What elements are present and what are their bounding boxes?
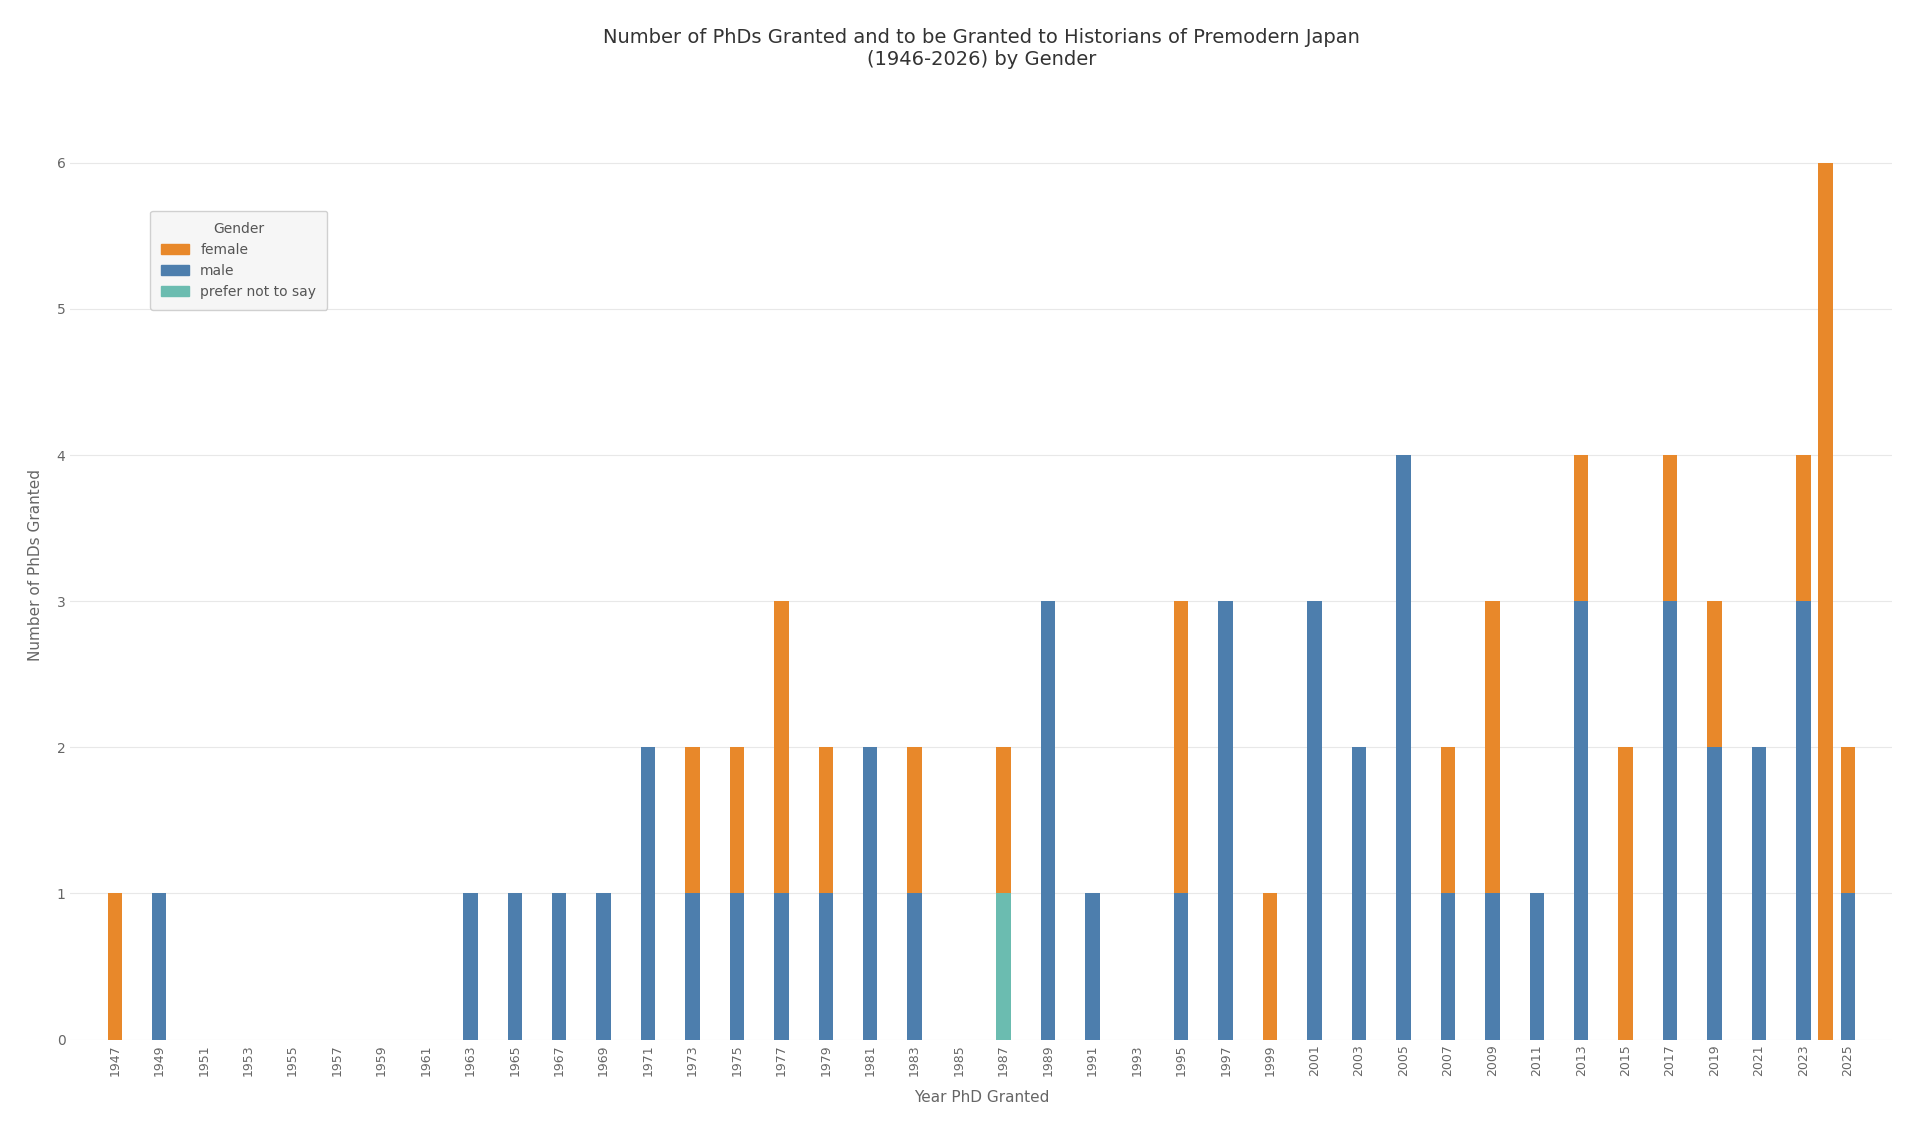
Bar bbox=[1173, 602, 1188, 894]
Bar bbox=[1841, 894, 1855, 1040]
Bar bbox=[1751, 748, 1766, 1040]
Legend: female, male, prefer not to say: female, male, prefer not to say bbox=[150, 211, 326, 309]
Bar bbox=[1619, 748, 1632, 1040]
Y-axis label: Number of PhDs Granted: Number of PhDs Granted bbox=[27, 469, 42, 661]
Bar bbox=[1484, 602, 1500, 894]
Bar bbox=[108, 894, 123, 1040]
Bar bbox=[774, 894, 789, 1040]
Bar bbox=[1707, 748, 1722, 1040]
Bar bbox=[818, 748, 833, 894]
Bar bbox=[1308, 602, 1321, 1040]
Bar bbox=[1530, 894, 1544, 1040]
Bar bbox=[730, 894, 745, 1040]
Bar bbox=[685, 894, 699, 1040]
Bar bbox=[730, 748, 745, 894]
Bar bbox=[862, 748, 877, 1040]
Bar bbox=[1707, 602, 1722, 748]
Bar bbox=[1663, 602, 1678, 1040]
Bar bbox=[1041, 602, 1056, 1040]
Bar bbox=[152, 894, 167, 1040]
Bar bbox=[908, 748, 922, 894]
Bar bbox=[1173, 894, 1188, 1040]
Bar bbox=[1263, 894, 1277, 1040]
Bar bbox=[1795, 455, 1811, 602]
Bar bbox=[1085, 894, 1100, 1040]
Bar bbox=[1818, 163, 1834, 1040]
Bar bbox=[463, 894, 478, 1040]
Bar bbox=[908, 894, 922, 1040]
X-axis label: Year PhD Granted: Year PhD Granted bbox=[914, 1090, 1048, 1105]
Bar bbox=[1574, 455, 1588, 602]
Bar bbox=[1396, 455, 1411, 1040]
Title: Number of PhDs Granted and to be Granted to Historians of Premodern Japan
(1946-: Number of PhDs Granted and to be Granted… bbox=[603, 28, 1359, 69]
Bar bbox=[774, 602, 789, 894]
Bar bbox=[1440, 894, 1455, 1040]
Bar bbox=[551, 894, 566, 1040]
Bar bbox=[1795, 602, 1811, 1040]
Bar bbox=[685, 748, 699, 894]
Bar bbox=[597, 894, 611, 1040]
Bar bbox=[1574, 602, 1588, 1040]
Bar bbox=[1352, 748, 1367, 1040]
Bar bbox=[507, 894, 522, 1040]
Bar bbox=[996, 748, 1010, 894]
Bar bbox=[1484, 894, 1500, 1040]
Bar bbox=[1663, 455, 1678, 602]
Bar bbox=[1841, 748, 1855, 894]
Bar bbox=[1219, 602, 1233, 1040]
Bar bbox=[1440, 748, 1455, 894]
Bar bbox=[818, 894, 833, 1040]
Bar bbox=[641, 748, 655, 1040]
Bar bbox=[996, 894, 1010, 1040]
